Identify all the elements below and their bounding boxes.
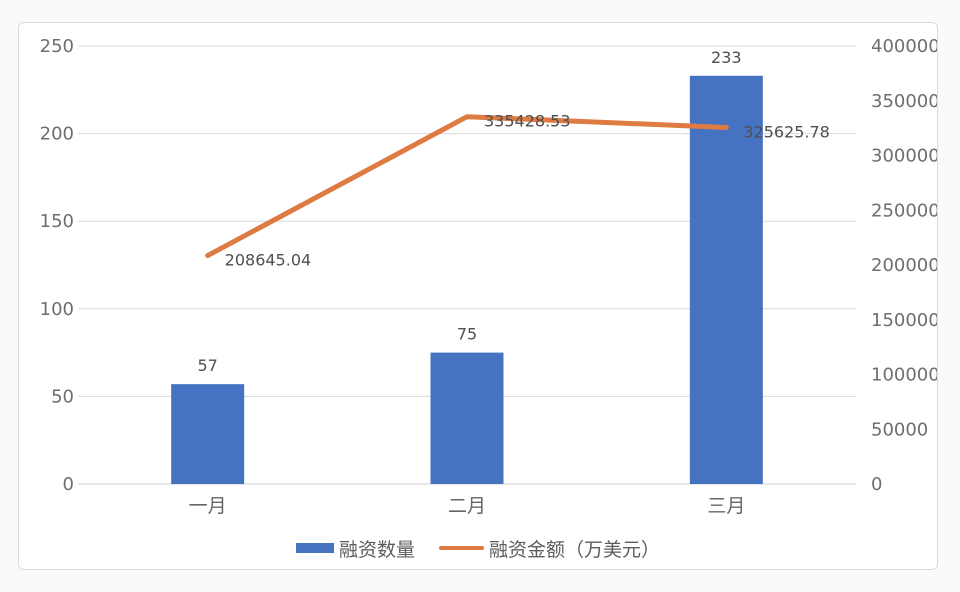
line-data-label: 208645.04 <box>225 251 312 270</box>
right-axis-tick-label: 350000 <box>871 91 937 112</box>
bar-financing-count <box>689 75 763 484</box>
right-axis-tick-label: 50000 <box>871 419 928 440</box>
legend-item-financing-amount: 融资金额（万美元） <box>439 535 660 562</box>
bar-data-label: 75 <box>457 325 477 344</box>
x-axis-category-label: 三月 <box>707 495 745 517</box>
x-axis-category-label: 一月 <box>189 495 227 517</box>
legend-label: 融资金额（万美元） <box>489 538 661 561</box>
left-axis-tick-label: 200 <box>40 124 74 145</box>
bar-data-label: 233 <box>711 48 742 67</box>
right-axis-tick-label: 150000 <box>871 310 937 331</box>
x-axis-category-label: 二月 <box>448 495 486 517</box>
line-financing-amount <box>205 114 729 259</box>
line-data-label: 335428.53 <box>484 112 571 131</box>
right-axis-tick-label: 400000 <box>871 36 937 57</box>
right-axis-tick-label: 300000 <box>871 146 937 167</box>
bar-financing-count <box>430 352 504 484</box>
left-axis-tick-label: 250 <box>40 36 74 57</box>
left-axis-tick-label: 0 <box>63 474 74 495</box>
bar-financing-count <box>171 384 245 484</box>
legend-item-financing-count: 融资数量 <box>295 535 415 562</box>
right-axis-tick-label: 200000 <box>871 255 937 276</box>
chart-card: 250 200 150 100 50 0 400000 350000 300000 250000 2… <box>18 22 940 570</box>
bar-data-label: 57 <box>197 356 217 375</box>
right-axis-tick-label: 100000 <box>871 365 937 386</box>
line-data-label: 325625.78 <box>743 122 830 141</box>
left-axis-tick-label: 100 <box>40 299 74 320</box>
left-axis-tick-label: 50 <box>51 386 74 407</box>
legend-label: 融资数量 <box>338 538 415 561</box>
bar-series-swatch-icon <box>295 543 334 553</box>
left-axis-tick-label: 150 <box>40 211 74 232</box>
chart-legend: 融资数量 融资金额（万美元） <box>19 535 937 561</box>
combo-chart: 250 200 150 100 50 0 400000 350000 300000 250000 2… <box>40 36 940 517</box>
line-series-swatch-icon <box>439 546 484 550</box>
right-axis-tick-label: 0 <box>871 474 882 495</box>
right-axis-tick-label: 250000 <box>871 200 937 221</box>
